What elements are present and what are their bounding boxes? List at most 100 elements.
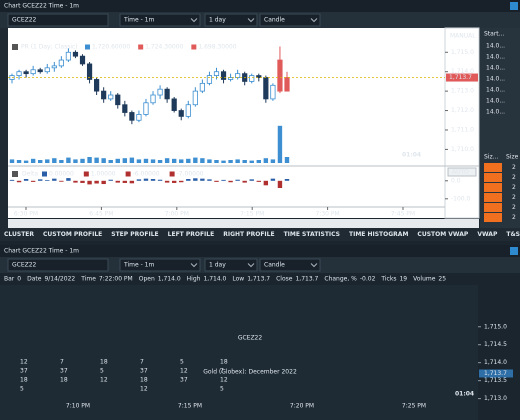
size-value: 2: [512, 194, 516, 201]
candle-body: [199, 82, 205, 92]
delta-bar: [94, 180, 99, 184]
book-row: 14.0...: [486, 54, 505, 61]
dropdown-value: Time - 1m: [123, 17, 154, 24]
info-label: Change, %: [324, 276, 357, 283]
volume-bar: [129, 157, 135, 163]
info-label: Bar: [4, 276, 15, 283]
y-tick-label: 1,711.0: [451, 126, 474, 133]
delta-bar: [207, 179, 212, 181]
candle-body: [51, 65, 57, 69]
delta-bar: [115, 180, 120, 183]
symbol-input[interactable]: [7, 13, 109, 27]
candle-body: [129, 112, 135, 121]
y-tick-label: 1,715.0: [451, 49, 474, 56]
volume-bar: [277, 125, 283, 163]
dropdown[interactable]: [259, 13, 321, 27]
volume-bar: [228, 160, 233, 163]
legend-swatch: [138, 44, 144, 50]
info-value: 1,714.0: [158, 276, 181, 283]
cluster-cell: 5: [100, 368, 104, 375]
window-button[interactable]: [510, 2, 518, 10]
legend-value: 1,720.60000: [92, 44, 130, 51]
tab[interactable]: TIME HISTOGRAM: [349, 231, 408, 238]
candle-body: [94, 79, 100, 92]
size-bar: [484, 163, 502, 172]
delta-bar: [150, 179, 156, 181]
volume-bar: [94, 157, 99, 163]
dropdown-arrow: [190, 18, 198, 23]
size-value: 2: [512, 184, 516, 191]
candle-body: [58, 59, 64, 67]
dropdown-value: Candle: [264, 262, 285, 269]
dropdown[interactable]: [204, 13, 258, 27]
cluster-cell: 12: [20, 359, 28, 366]
x-tick-label: 6:30 PM: [14, 211, 38, 218]
y-tick-label: 1,713.0: [484, 395, 507, 402]
dropdown[interactable]: [259, 258, 321, 272]
candle-body: [263, 77, 269, 100]
book-row: 14.0...: [486, 109, 505, 116]
delta-value: 1.00000: [91, 171, 116, 178]
symbol-input[interactable]: [7, 258, 109, 272]
delta-bar: [221, 179, 226, 181]
book-row: 14.0...: [486, 76, 505, 83]
cluster-cell: 12: [100, 377, 108, 384]
candle-body: [79, 55, 86, 65]
tab[interactable]: CUSTOM VWAP: [417, 231, 468, 238]
volume-bar: [249, 160, 254, 163]
tab-bar: [0, 228, 520, 241]
size-value: 2: [512, 214, 516, 221]
delta-bar: [38, 179, 43, 181]
candle-body: [16, 71, 22, 76]
delta-bar: [228, 180, 233, 183]
candle-body: [122, 104, 128, 113]
dropdown[interactable]: [119, 258, 201, 272]
dropdown[interactable]: [204, 258, 258, 272]
dropdown[interactable]: [119, 13, 201, 27]
y-tick-label: 1,715.0: [484, 323, 507, 330]
delta-bar: [122, 180, 128, 183]
price-axis: [478, 285, 520, 420]
info-label: High: [187, 276, 201, 283]
size-bar: [484, 213, 502, 222]
size-bar: [484, 193, 502, 202]
cluster-cell: 18: [20, 377, 28, 384]
candle-body: [101, 90, 107, 100]
volume-bar: [23, 160, 29, 163]
x-tick-label: 7:10 PM: [66, 403, 90, 410]
mode-box: [447, 167, 477, 177]
volume-bar: [87, 157, 92, 163]
x-tick-label: 7:00 PM: [165, 211, 189, 218]
tab[interactable]: VWAP: [477, 231, 498, 238]
legend-name: PR (1 Day; Classic): [21, 44, 78, 51]
tab[interactable]: LEFT PROFILE: [168, 231, 215, 238]
cluster-cell: 7: [60, 359, 64, 366]
tab[interactable]: TIME STATISTICS: [284, 231, 340, 238]
tab[interactable]: STEP PROFILE: [111, 231, 158, 238]
tab[interactable]: CUSTOM PROFILE: [43, 231, 102, 238]
size-value: 2: [512, 174, 516, 181]
dropdown-arrow: [310, 263, 318, 268]
tab[interactable]: T&S: [506, 231, 520, 238]
x-tick-label: 7:20 PM: [290, 403, 314, 410]
volume-bar: [214, 160, 219, 163]
tab[interactable]: CLUSTER: [4, 231, 34, 238]
delta-bar: [249, 179, 254, 181]
cluster-cell: 5: [20, 386, 24, 393]
volume-bar: [193, 157, 198, 163]
size-bar: [484, 173, 502, 182]
window-button[interactable]: [510, 247, 518, 255]
window-title: Chart GCEZ22 Time - 1m: [4, 248, 79, 255]
candle-body: [115, 94, 121, 106]
delta-bar: [179, 180, 184, 183]
volume-bar: [16, 160, 22, 163]
candle-body: [206, 75, 213, 84]
info-value: 9/14/2022: [44, 276, 75, 283]
x-tick-label: 7:30 PM: [316, 211, 340, 218]
volume-bar: [186, 158, 191, 163]
info-value: 1,714.0: [203, 276, 226, 283]
volume-bar: [242, 160, 247, 163]
candle-body: [192, 90, 198, 106]
tab[interactable]: RIGHT PROFILE: [223, 231, 274, 238]
delta-bar: [164, 180, 170, 183]
